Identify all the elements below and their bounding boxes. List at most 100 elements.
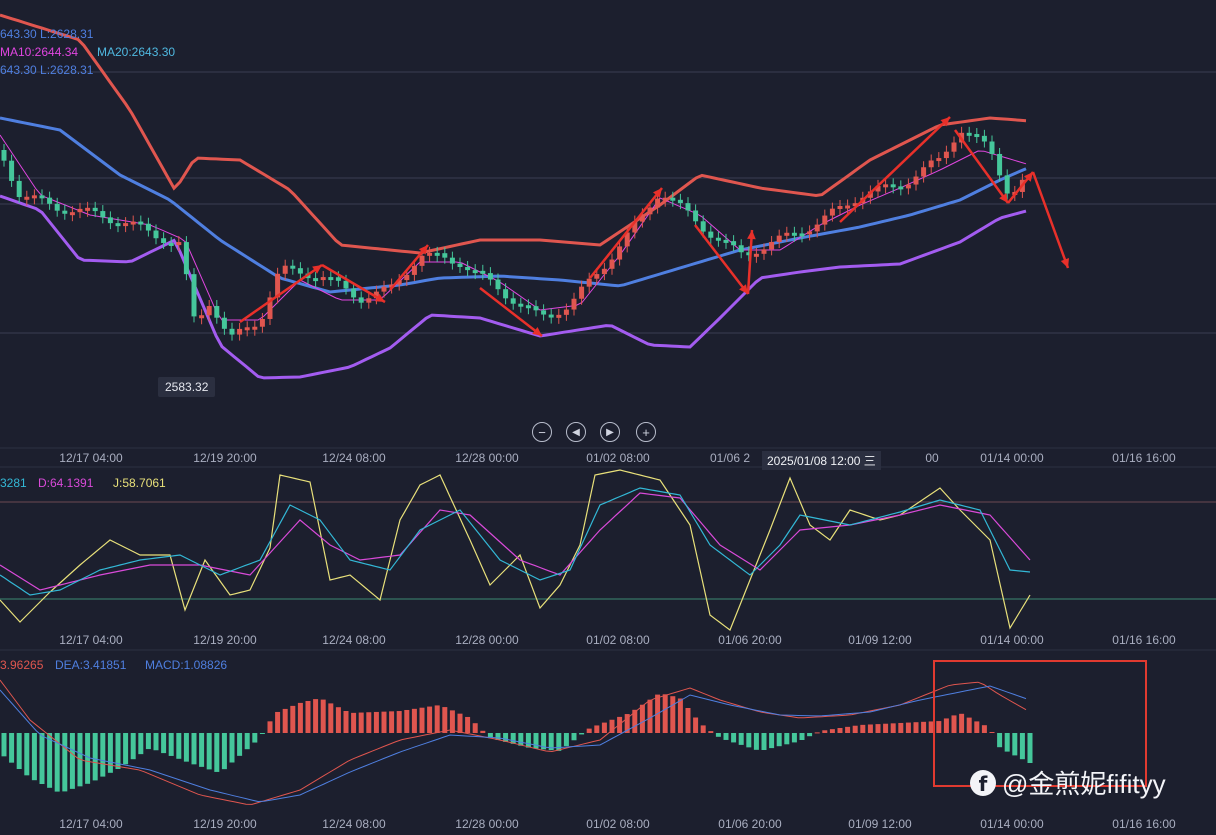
macd-histogram-bar: [928, 721, 934, 733]
zoom-in-button[interactable]: +: [636, 422, 656, 442]
candle-body: [199, 315, 205, 319]
macd-histogram-bar: [647, 699, 653, 733]
macd-histogram-bar: [31, 733, 37, 781]
macd-histogram-bar: [807, 733, 813, 737]
trend-arrow: [321, 263, 386, 304]
candle-body: [297, 268, 303, 274]
time-axis-label: 12/24 08:00: [322, 633, 386, 647]
step-forward-button[interactable]: ▶: [600, 422, 620, 442]
time-axis-label: 01/16 16:00: [1112, 817, 1176, 831]
candle-body: [776, 235, 782, 242]
candle-body: [138, 221, 144, 225]
candle-body: [495, 279, 501, 290]
macd-histogram-bar: [389, 711, 395, 733]
step-back-button[interactable]: ◀: [566, 422, 586, 442]
crosshair-tail-label: 00: [925, 451, 939, 465]
trend-arrow-head: [375, 293, 385, 302]
macd-histogram-bar: [700, 725, 706, 733]
macd-histogram-bar: [145, 733, 151, 750]
time-axis-label: 12/28 00:00: [455, 633, 519, 647]
macd-histogram-bar: [153, 733, 159, 751]
candle-body: [632, 221, 638, 233]
macd-histogram-bar: [951, 715, 957, 733]
zoom-out-button[interactable]: −: [532, 422, 552, 442]
candle-body: [989, 141, 995, 154]
candle-body: [708, 231, 714, 238]
candle-body: [852, 203, 858, 207]
trend-arrow-head: [1023, 172, 1033, 182]
time-axis-label: 12/28 00:00: [455, 451, 519, 465]
time-axis-label: 12/19 20:00: [193, 817, 257, 831]
macd-histogram-bar: [883, 723, 889, 733]
time-axis-label: 12/24 08:00: [322, 451, 386, 465]
macd-histogram-bar: [989, 732, 995, 733]
low-price-marker: 2583.32: [158, 377, 216, 397]
macd-histogram-bar: [191, 733, 197, 765]
macd-histogram-bar: [822, 730, 828, 733]
candle-body: [449, 257, 455, 264]
macd-histogram-bar: [731, 733, 737, 743]
legend-ma10: MA10:2644.34: [0, 45, 79, 59]
time-axis-label: 01/02 08:00: [586, 817, 650, 831]
candle-body: [510, 298, 516, 304]
trend-arrow-head: [532, 327, 542, 336]
macd-histogram-bar: [487, 733, 493, 739]
trend-arrow-head: [418, 245, 428, 255]
macd-histogram-bar: [639, 704, 645, 733]
macd-histogram-bar: [632, 709, 638, 733]
macd-histogram-bar: [525, 733, 531, 748]
candle-body: [457, 263, 463, 267]
candle-body: [883, 184, 889, 188]
candle-body: [77, 208, 83, 213]
candle-body: [404, 274, 410, 281]
macd-histogram-bar: [328, 703, 334, 733]
trend-arrow-head: [739, 284, 748, 294]
time-axis-label: 01/02 08:00: [586, 633, 650, 647]
macd-histogram-bar: [107, 733, 113, 773]
macd-histogram-bar: [495, 733, 501, 740]
time-axis-label: 01/16 16:00: [1112, 633, 1176, 647]
candle-body: [974, 134, 980, 138]
time-axis-label: 01/09 12:00: [848, 633, 912, 647]
time-axis-label: 01/06 20:00: [718, 633, 782, 647]
candle-body: [92, 207, 98, 212]
candle-body: [267, 297, 273, 319]
macd-histogram-bar: [662, 694, 668, 733]
candle-body: [161, 238, 167, 243]
macd-histogram-bar: [275, 711, 281, 733]
macd-histogram-bar: [974, 721, 980, 733]
macd-histogram-bar: [875, 724, 881, 733]
candle-body: [609, 259, 615, 269]
legend-line3: 643.30 L:2628.31: [0, 63, 94, 77]
legend-ma20: MA20:2643.30: [97, 45, 176, 59]
time-axis-label: 01/09 12:00: [848, 817, 912, 831]
macd-histogram-bar: [959, 713, 965, 733]
time-axis-label: 01/14 00:00: [980, 817, 1044, 831]
macd-histogram-bar: [282, 708, 288, 733]
macd-histogram-bar: [510, 733, 516, 744]
candle-body: [928, 160, 934, 168]
candle-body: [662, 197, 668, 201]
candle-body: [1, 150, 7, 161]
candle-body: [259, 318, 265, 327]
candle-body: [822, 215, 828, 225]
candle-body: [715, 237, 721, 241]
macd-histogram-bar: [404, 709, 410, 733]
macd-histogram-bar: [601, 722, 607, 733]
macd-histogram-bar: [829, 729, 835, 733]
candle-body: [943, 151, 949, 159]
candle-body: [898, 186, 904, 190]
time-axis-label: 01/14 00:00: [980, 451, 1044, 465]
trend-arrow: [479, 287, 543, 337]
candle-body: [472, 270, 478, 274]
candle-body: [320, 277, 326, 281]
candle-body: [601, 268, 607, 275]
candle-body: [442, 253, 448, 258]
candle-body: [282, 265, 288, 274]
macd-histogram-bar: [237, 733, 243, 756]
candle-body: [814, 224, 820, 232]
time-axis-label: 12/19 20:00: [193, 633, 257, 647]
macd-histogram-bar: [837, 728, 843, 733]
candle-body: [905, 184, 911, 189]
